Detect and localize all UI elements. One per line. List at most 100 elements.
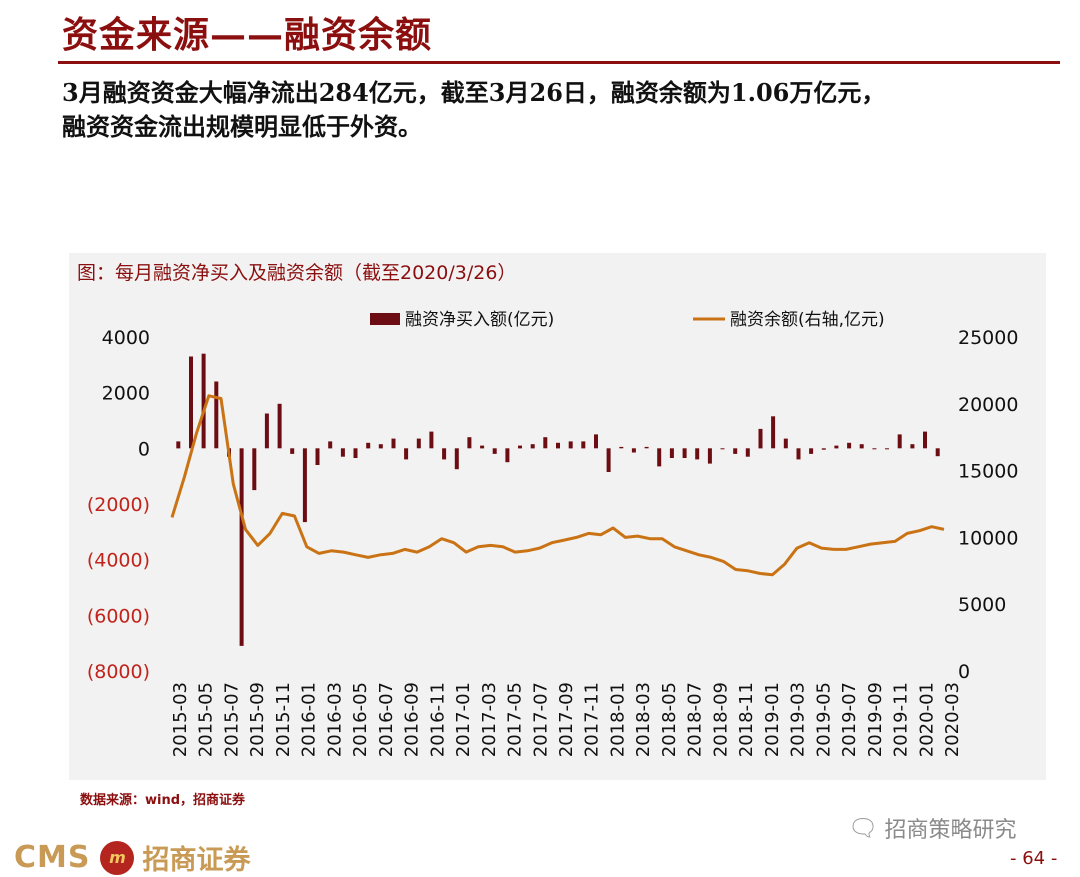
left-axis-tick-label: (6000)	[87, 605, 150, 627]
x-tick-label: 2020-03	[942, 682, 963, 757]
bar	[353, 448, 358, 458]
bar	[859, 444, 864, 449]
left-axis-tick-label: 0	[138, 438, 150, 460]
x-tick-label: 2016-11	[427, 682, 448, 757]
x-tick-label: 2019-07	[839, 682, 860, 757]
right-axis-tick-label: 25000	[958, 327, 1018, 349]
x-tick-label: 2018-11	[736, 682, 757, 757]
bar	[796, 448, 801, 460]
data-source: 数据来源：wind，招商证券	[80, 793, 246, 808]
bar	[264, 413, 269, 449]
bar	[480, 445, 485, 449]
logo-company-name: 招商证券	[142, 845, 251, 876]
left-axis-tick-label: 2000	[102, 383, 150, 405]
x-tick-label: 2019-09	[865, 682, 886, 757]
right-axis-tick-label: 15000	[958, 461, 1018, 483]
legend-label-bar: 融资净买入额(亿元)	[405, 310, 554, 330]
bar	[378, 444, 383, 449]
chart-title: 图：每月融资净买入及融资余额（截至2020/3/26）	[77, 262, 517, 284]
bar	[189, 356, 193, 449]
bar	[214, 381, 219, 449]
bar	[429, 431, 434, 449]
x-tick-label: 2016-03	[324, 682, 345, 757]
bar	[277, 403, 282, 449]
x-tick-label: 2017-09	[556, 682, 577, 757]
x-tick-label: 2018-05	[659, 682, 680, 757]
title-rule	[58, 61, 1060, 64]
bar	[809, 448, 814, 454]
bar	[745, 448, 750, 457]
x-tick-label: 2017-01	[453, 682, 474, 757]
x-tick-label: 2017-11	[582, 682, 603, 757]
legend-swatch-bar	[370, 313, 400, 325]
bar	[176, 441, 181, 449]
summary-line-1: 3月融资资金大幅净流出284亿元，截至3月26日，融资余额为1.06万亿元，	[62, 78, 886, 107]
x-tick-label: 2017-05	[505, 682, 526, 757]
logo-emblem-icon: m	[100, 840, 135, 875]
x-tick-label: 2018-09	[710, 682, 731, 757]
bar	[416, 438, 421, 449]
right-axis-tick-label: 20000	[958, 394, 1018, 416]
x-tick-label: 2016-05	[350, 682, 371, 757]
bar	[290, 448, 295, 454]
balance-line	[170, 394, 945, 577]
bar	[543, 437, 548, 449]
bar	[581, 441, 586, 449]
x-tick-label: 2018-07	[685, 682, 706, 757]
logo-cms-text: CMS	[14, 840, 91, 875]
bar	[467, 437, 472, 449]
bar	[252, 448, 257, 491]
bar	[897, 434, 902, 449]
summary-text: 3月融资资金大幅净流出284亿元，截至3月26日，融资余额为1.06万亿元， 融…	[62, 76, 1062, 144]
x-tick-label: 2019-05	[813, 682, 834, 757]
bar	[328, 441, 333, 449]
bar	[201, 353, 206, 449]
bar	[631, 448, 636, 453]
bar	[935, 448, 940, 457]
x-tick-label: 2019-01	[762, 682, 783, 757]
bar	[404, 448, 409, 460]
summary-line-2: 融资资金流出规模明显低于外资。	[62, 112, 422, 141]
left-axis-tick-label: (4000)	[87, 550, 150, 572]
bar	[910, 444, 915, 449]
bar	[872, 448, 877, 450]
x-tick-label: 2015-07	[221, 682, 242, 757]
bar	[733, 448, 738, 454]
x-tick-label: 2017-03	[479, 682, 500, 757]
x-tick-label: 2015-05	[196, 682, 217, 757]
x-tick-label: 2019-11	[891, 682, 912, 757]
right-axis-tick-label: 0	[958, 661, 970, 683]
bar	[606, 448, 611, 472]
watermark-text: 招商策略研究	[884, 818, 1017, 843]
bar	[366, 442, 371, 449]
bar	[239, 448, 244, 646]
bar	[682, 448, 687, 458]
page-number: - 64 -	[1010, 848, 1058, 869]
left-axis-tick-label: 4000	[102, 327, 150, 349]
bar	[568, 441, 573, 449]
bar	[302, 448, 307, 523]
bar	[505, 448, 510, 463]
left-axis-tick-label: (2000)	[87, 494, 150, 516]
bar	[518, 445, 522, 449]
bar	[492, 448, 497, 454]
bar	[556, 442, 560, 449]
chart-panel	[69, 253, 1046, 780]
bar	[923, 431, 927, 449]
bar	[315, 448, 320, 465]
bar	[771, 416, 776, 449]
x-tick-label: 2016-09	[402, 682, 423, 757]
bar	[644, 446, 649, 449]
bar	[758, 428, 763, 449]
bar	[720, 448, 725, 450]
cms-logo: CMS m 招商证券	[14, 838, 250, 877]
x-tick-label: 2016-01	[299, 682, 320, 757]
right-axis-tick-label: 10000	[958, 527, 1018, 549]
x-tick-label: 2017-07	[530, 682, 551, 757]
x-tick-label: 2015-03	[170, 682, 191, 757]
bar	[657, 448, 662, 467]
bar	[834, 445, 839, 449]
bar	[783, 438, 788, 449]
bar	[391, 438, 396, 449]
bar	[707, 448, 712, 464]
